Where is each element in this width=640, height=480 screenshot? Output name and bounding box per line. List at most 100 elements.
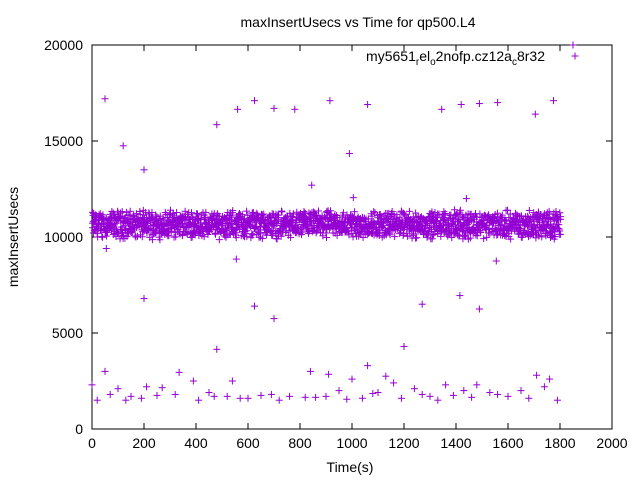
x-tick-label: 1400 [440, 435, 471, 451]
data-point [232, 234, 240, 242]
data-point [238, 211, 246, 219]
data-point [374, 389, 382, 397]
data-point [187, 209, 195, 217]
x-tick-label: 1600 [492, 435, 523, 451]
data-point [410, 385, 418, 393]
data-point [223, 392, 231, 400]
data-point [404, 232, 412, 240]
data-point [343, 395, 351, 403]
data-point [270, 315, 278, 323]
data-point [494, 390, 502, 398]
data-point [553, 220, 561, 228]
data-point [101, 367, 109, 375]
data-point [437, 232, 445, 240]
data-point [348, 375, 356, 383]
data-point [416, 214, 424, 222]
data-point [379, 220, 387, 228]
data-point [287, 233, 295, 241]
data-point [312, 229, 320, 237]
data-point [185, 228, 193, 236]
data-point [523, 222, 531, 230]
data-point [219, 220, 227, 228]
x-tick-label: 0 [88, 435, 96, 451]
data-point [149, 214, 157, 222]
data-point [569, 41, 577, 49]
x-tick-label: 1000 [336, 435, 367, 451]
data-point [476, 227, 484, 235]
x-tick-label: 800 [288, 435, 312, 451]
data-point [347, 211, 355, 219]
data-point [345, 231, 353, 239]
data-point [289, 217, 297, 225]
x-tick-label: 600 [236, 435, 260, 451]
data-point [441, 209, 449, 217]
data-point [193, 210, 201, 218]
data-point [369, 389, 377, 397]
data-point [498, 211, 506, 219]
data-point [335, 387, 343, 395]
data-point [169, 210, 177, 218]
data-point [275, 396, 283, 404]
data-point [312, 393, 320, 401]
data-point [344, 228, 352, 236]
data-point [459, 225, 467, 233]
data-point [88, 381, 96, 389]
data-point [545, 210, 553, 218]
x-tick-label: 2000 [596, 435, 627, 451]
data-point [551, 233, 559, 241]
data-point [538, 233, 546, 241]
data-point [156, 236, 164, 244]
data-point [308, 181, 316, 189]
data-point [556, 227, 564, 235]
data-point [228, 377, 236, 385]
data-point [504, 206, 512, 214]
data-point [193, 209, 201, 217]
data-point [517, 387, 525, 395]
data-point [179, 220, 187, 228]
data-point [408, 231, 416, 239]
data-point [258, 211, 266, 219]
data-point [173, 208, 181, 216]
data-point [492, 257, 500, 265]
data-point [456, 292, 464, 300]
data-point [475, 305, 483, 313]
data-point [189, 377, 197, 385]
data-point [418, 300, 426, 308]
data-point [473, 232, 481, 240]
data-point [533, 371, 541, 379]
x-axis-label: Time(s) [327, 459, 374, 475]
data-point [368, 212, 376, 220]
data-point [451, 206, 459, 214]
data-point [390, 379, 398, 387]
data-point [384, 225, 392, 233]
data-point [257, 230, 265, 238]
data-point [232, 229, 240, 237]
data-point [333, 231, 341, 239]
data-point [550, 97, 557, 105]
data-point [405, 207, 413, 215]
data-point [485, 211, 493, 219]
data-point [323, 234, 331, 242]
data-point [518, 233, 526, 241]
data-point [494, 230, 502, 238]
chart-title: maxInsertUsecs vs Time for qp500.L4 [241, 14, 476, 30]
data-point [175, 368, 183, 376]
data-point [440, 208, 448, 216]
data-point [364, 362, 372, 370]
data-point [136, 207, 144, 215]
series-points [88, 41, 577, 404]
data-point [400, 342, 408, 350]
data-point [428, 235, 436, 243]
data-point [286, 392, 294, 400]
data-point [477, 228, 485, 236]
data-point [184, 210, 192, 218]
data-point [555, 221, 563, 229]
data-point [557, 213, 565, 221]
data-point [221, 232, 229, 240]
y-tick-label: 10000 [44, 229, 83, 245]
y-tick-label: 5000 [52, 325, 83, 341]
data-point [278, 208, 286, 216]
data-point [456, 206, 464, 214]
data-point [442, 381, 450, 389]
data-point [525, 206, 533, 214]
